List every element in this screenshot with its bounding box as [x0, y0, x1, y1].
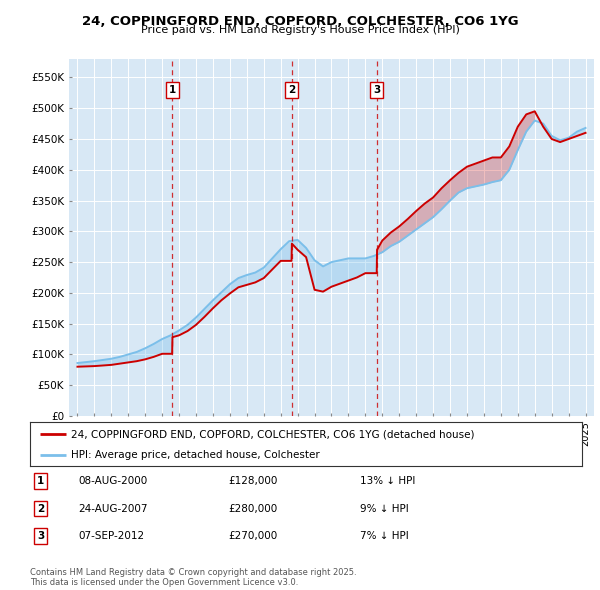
Text: £128,000: £128,000 — [228, 476, 277, 486]
Text: 1: 1 — [37, 476, 44, 486]
Text: 9% ↓ HPI: 9% ↓ HPI — [360, 504, 409, 513]
Text: 24, COPPINGFORD END, COPFORD, COLCHESTER, CO6 1YG (detached house): 24, COPPINGFORD END, COPFORD, COLCHESTER… — [71, 430, 475, 439]
Text: 7% ↓ HPI: 7% ↓ HPI — [360, 532, 409, 541]
Text: 3: 3 — [373, 85, 380, 95]
Text: 2: 2 — [288, 85, 295, 95]
Text: 24, COPPINGFORD END, COPFORD, COLCHESTER, CO6 1YG: 24, COPPINGFORD END, COPFORD, COLCHESTER… — [82, 15, 518, 28]
Text: Contains HM Land Registry data © Crown copyright and database right 2025.
This d: Contains HM Land Registry data © Crown c… — [30, 568, 356, 587]
Text: 13% ↓ HPI: 13% ↓ HPI — [360, 476, 415, 486]
Text: 2: 2 — [37, 504, 44, 513]
Text: £280,000: £280,000 — [228, 504, 277, 513]
Text: 1: 1 — [169, 85, 176, 95]
Text: 24-AUG-2007: 24-AUG-2007 — [78, 504, 148, 513]
Text: £270,000: £270,000 — [228, 532, 277, 541]
Text: 08-AUG-2000: 08-AUG-2000 — [78, 476, 147, 486]
Text: 07-SEP-2012: 07-SEP-2012 — [78, 532, 144, 541]
Text: HPI: Average price, detached house, Colchester: HPI: Average price, detached house, Colc… — [71, 450, 320, 460]
Text: 3: 3 — [37, 532, 44, 541]
Text: Price paid vs. HM Land Registry's House Price Index (HPI): Price paid vs. HM Land Registry's House … — [140, 25, 460, 35]
